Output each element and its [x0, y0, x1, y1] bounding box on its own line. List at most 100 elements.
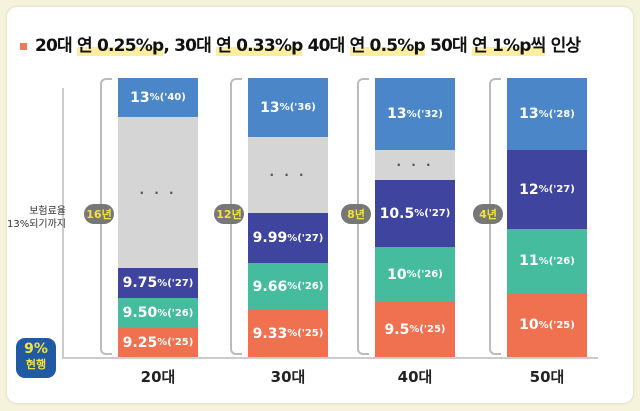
segment-value: 10	[387, 266, 407, 283]
bar-segment: · · ·	[375, 150, 455, 180]
segment-unit: %	[287, 328, 298, 339]
x-tick-label: 30대	[270, 368, 306, 386]
bar-segment: 9.33% ('25)	[248, 310, 328, 357]
segment-unit: %	[406, 108, 417, 120]
segment-value: 10.5	[379, 205, 415, 222]
segment-unit: %	[538, 255, 549, 267]
years-badge: 4년	[473, 204, 503, 224]
bar-segment: 13% ('28)	[507, 78, 587, 150]
segment-year: ('26)	[548, 255, 575, 267]
x-tick-label: 50대	[529, 368, 565, 386]
title-part: 20대	[35, 36, 78, 56]
segment-value: 13	[260, 99, 280, 116]
segment-year: ('26)	[297, 281, 324, 292]
current-rate-badge: 9% 현행	[16, 338, 56, 378]
segment-value: 13	[519, 106, 539, 122]
segment-year: ('27)	[548, 184, 575, 195]
x-axis	[62, 357, 598, 359]
chart-title: 20대 연 0.25%p, 30대 연 0.33%p 40대 연 0.5%p 5…	[20, 31, 581, 56]
years-badge: 12년	[214, 204, 244, 224]
title-part: 50대	[424, 36, 473, 56]
segment-unit: %	[287, 232, 298, 244]
segment-value: · · ·	[396, 158, 434, 172]
x-tick-label: 20대	[140, 368, 176, 386]
segment-value: 9.33	[252, 325, 288, 342]
segment-year: ('25)	[419, 324, 446, 335]
segment-year: ('40)	[159, 92, 186, 103]
segment-unit: %	[157, 337, 168, 348]
segment-unit: %	[157, 277, 168, 289]
y-axis-note: 보험료율 13%되기까지	[6, 205, 66, 231]
years-badge: 16년	[84, 204, 114, 224]
bar-segment: 10.5% ('27)	[375, 180, 455, 247]
x-tick-label: 40대	[397, 368, 433, 386]
segment-unit: %	[279, 102, 290, 113]
segment-year: ('27)	[167, 277, 194, 289]
current-rate-label: 현행	[25, 358, 47, 371]
bar-segment: 13% ('40)	[118, 78, 198, 117]
segment-year: ('26)	[167, 307, 194, 319]
segment-value: 9.25	[122, 334, 158, 351]
segment-year: ('25)	[167, 337, 194, 348]
segment-year: ('25)	[548, 319, 575, 331]
segment-unit: %	[406, 269, 417, 280]
segment-unit: %	[538, 108, 549, 120]
bar-segment: 9.75% ('27)	[118, 268, 198, 298]
bar-segment: 13% ('36)	[248, 78, 328, 137]
segment-value: 10	[519, 317, 539, 333]
segment-unit: %	[409, 324, 420, 335]
segment-value: 9.50	[122, 305, 158, 321]
bar-segment: 13% ('32)	[375, 78, 455, 150]
title-highlight: 연 0.33%p	[216, 36, 303, 56]
segment-year: ('26)	[416, 269, 443, 280]
title-highlight: 연 1%p씩	[472, 36, 546, 56]
current-rate-value: 9%	[24, 341, 48, 357]
bar-segment: 9.66% ('26)	[248, 263, 328, 310]
title-part: 40대	[302, 36, 350, 56]
segment-unit: %	[414, 208, 425, 219]
bar-50대: 10% ('25) 11% ('26) 12% ('27) 13% ('28)	[507, 78, 587, 357]
segment-unit: %	[538, 319, 549, 331]
years-badge: 8년	[341, 204, 371, 224]
segment-value: 9.75	[122, 275, 158, 291]
segment-year: ('28)	[548, 108, 575, 120]
segment-value: 9.66	[252, 278, 288, 295]
segment-value: 13	[387, 106, 407, 122]
segment-year: ('25)	[297, 328, 324, 339]
title-highlight: 연 0.5%p	[349, 36, 426, 56]
bar-30대: 9.33% ('25) 9.66% ('26) 9.99% ('27) · · · 13% ('…	[248, 78, 328, 357]
segment-unit: %	[538, 184, 549, 195]
segment-value: 13	[130, 89, 150, 106]
bar-40대: 9.5% ('25) 10% ('26) 10.5% ('27) · · · 13% ('32)	[375, 78, 455, 357]
segment-value: 9.99	[252, 230, 288, 246]
bar-segment: 10% ('25)	[507, 293, 587, 357]
bar-20대: 9.25% ('25) 9.50% ('26) 9.75% ('27) · · · 13% ('…	[118, 78, 198, 357]
segment-year: ('32)	[416, 108, 443, 120]
bar-segment: 9.25% ('25)	[118, 328, 198, 357]
segment-value: 11	[519, 253, 539, 269]
note-line: 13%되기까지	[6, 219, 66, 230]
title-highlight: 연 0.25%p	[77, 36, 164, 56]
segment-year: ('36)	[289, 102, 316, 113]
segment-unit: %	[157, 307, 168, 319]
segment-value: 12	[519, 181, 539, 198]
bar-segment: 11% ('26)	[507, 229, 587, 293]
bar-segment: 10% ('26)	[375, 247, 455, 302]
title-part: , 30대	[163, 36, 217, 56]
title-part: 인상	[545, 36, 581, 56]
bar-segment: 9.99% ('27)	[248, 213, 328, 263]
segment-unit: %	[287, 281, 298, 292]
bar-segment: · · ·	[118, 117, 198, 268]
segment-year: ('27)	[424, 208, 451, 219]
bullet-icon	[20, 42, 27, 50]
bar-segment: 9.5% ('25)	[375, 302, 455, 357]
segment-value: · · ·	[139, 185, 177, 200]
segment-value: 9.5	[384, 321, 410, 338]
segment-unit: %	[149, 92, 160, 103]
bar-segment: 12% ('27)	[507, 150, 587, 229]
segment-year: ('27)	[297, 232, 324, 244]
bar-segment: 9.50% ('26)	[118, 298, 198, 328]
bar-segment: · · ·	[248, 137, 328, 213]
y-axis	[62, 88, 64, 358]
note-line: 보험료율	[29, 206, 66, 217]
